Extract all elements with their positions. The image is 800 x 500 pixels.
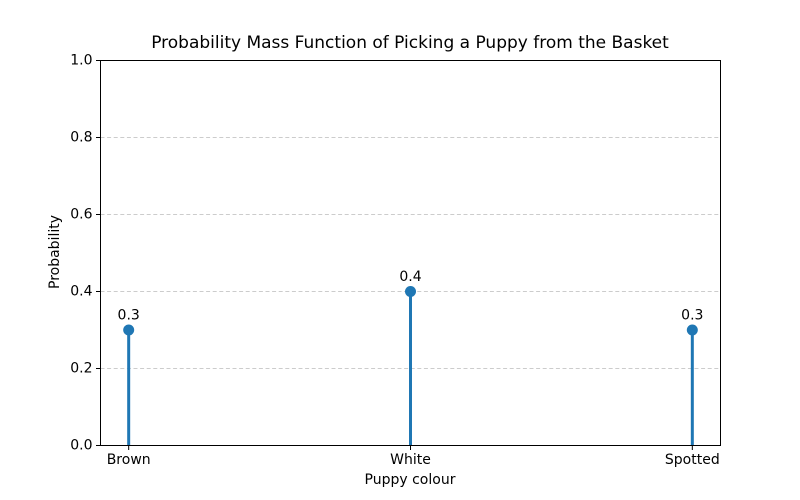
stem-marker bbox=[405, 286, 416, 297]
y-tick-label: 0.2 bbox=[70, 361, 92, 377]
y-axis-label: Probability bbox=[47, 214, 63, 290]
x-tick-label: Spotted bbox=[665, 452, 720, 468]
y-tick-label: 0.4 bbox=[70, 284, 92, 300]
chart-title: Probability Mass Function of Picking a P… bbox=[151, 33, 669, 53]
x-tick-label: White bbox=[390, 452, 431, 468]
y-tick-label: 1.0 bbox=[70, 53, 92, 69]
x-tick-label: Brown bbox=[107, 452, 151, 468]
y-tick-label: 0.6 bbox=[70, 207, 92, 223]
stem-marker bbox=[123, 324, 135, 336]
point-label: 0.3 bbox=[681, 308, 703, 324]
point-label: 0.3 bbox=[118, 308, 140, 324]
y-tick-label: 0.0 bbox=[70, 438, 92, 454]
y-tick-label: 0.8 bbox=[70, 130, 92, 146]
stem-marker bbox=[686, 324, 698, 336]
x-axis-label: Puppy colour bbox=[364, 472, 456, 488]
point-label: 0.4 bbox=[399, 269, 421, 285]
